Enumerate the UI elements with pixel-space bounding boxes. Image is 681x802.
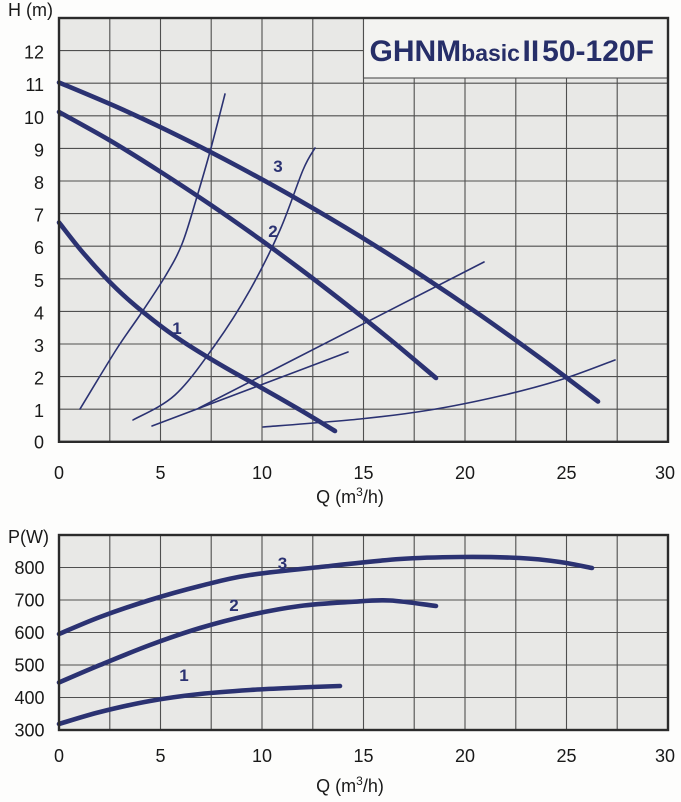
svg-text:6: 6: [34, 238, 44, 258]
svg-text:2: 2: [229, 596, 238, 615]
svg-text:0: 0: [34, 433, 44, 453]
svg-text:25: 25: [556, 463, 576, 483]
svg-text:20: 20: [455, 746, 475, 766]
svg-text:Q (m3/h): Q (m3/h): [316, 774, 384, 796]
svg-text:11: 11: [25, 75, 44, 95]
svg-text:3: 3: [273, 157, 282, 176]
svg-text:10: 10: [252, 463, 272, 483]
svg-text:8: 8: [34, 173, 44, 193]
svg-text:5: 5: [155, 463, 165, 483]
svg-text:Q (m3/h): Q (m3/h): [316, 485, 384, 507]
svg-text:10: 10: [252, 746, 272, 766]
svg-text:7: 7: [34, 206, 44, 226]
svg-text:30: 30: [655, 463, 675, 483]
svg-text:0: 0: [54, 463, 64, 483]
svg-text:4: 4: [34, 303, 44, 323]
svg-text:30: 30: [655, 746, 675, 766]
svg-text:12: 12: [24, 43, 44, 63]
svg-text:5: 5: [34, 271, 44, 291]
svg-text:500: 500: [14, 656, 44, 676]
svg-text:600: 600: [14, 623, 44, 643]
svg-text:3: 3: [34, 336, 44, 356]
svg-text:20: 20: [455, 463, 475, 483]
svg-text:2: 2: [268, 222, 277, 241]
svg-text:2: 2: [34, 369, 44, 389]
svg-text:700: 700: [14, 591, 44, 611]
svg-text:400: 400: [14, 688, 44, 708]
svg-text:9: 9: [34, 140, 44, 160]
svg-text:1: 1: [172, 319, 181, 338]
svg-text:10: 10: [24, 108, 44, 128]
svg-text:H (m): H (m): [8, 0, 53, 20]
svg-text:25: 25: [556, 746, 576, 766]
svg-text:1: 1: [179, 666, 188, 685]
svg-text:1: 1: [34, 401, 44, 421]
svg-text:3: 3: [278, 554, 287, 573]
svg-text:15: 15: [353, 463, 373, 483]
svg-text:800: 800: [14, 558, 44, 578]
svg-text:5: 5: [155, 746, 165, 766]
svg-text:15: 15: [353, 746, 373, 766]
svg-text:300: 300: [14, 721, 44, 741]
svg-text:0: 0: [54, 746, 64, 766]
svg-text:P(W): P(W): [8, 527, 49, 547]
